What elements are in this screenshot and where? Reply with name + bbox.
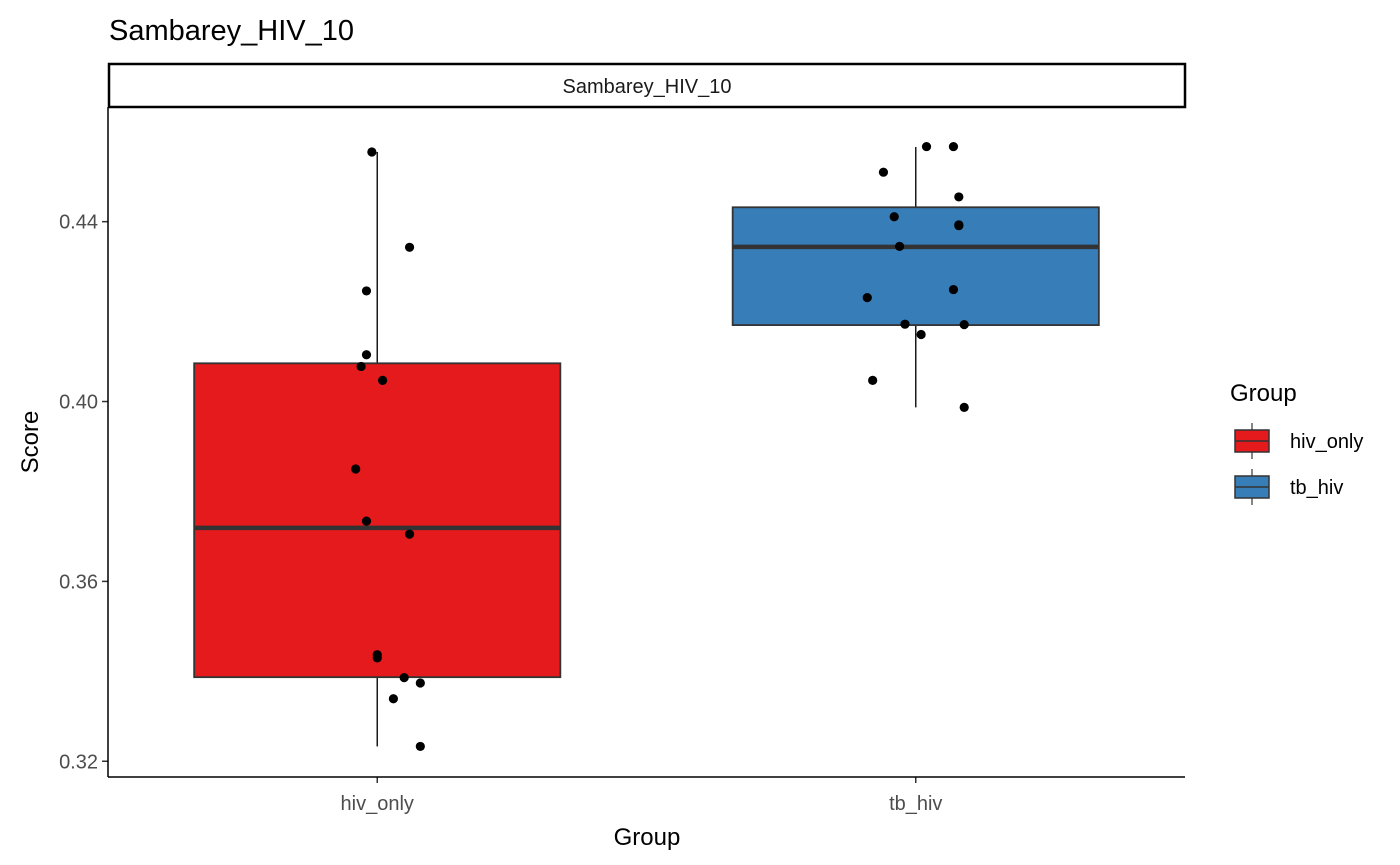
facet-strip-label: Sambarey_HIV_10 [563,76,732,98]
data-point [959,402,969,412]
y-axis-ticks: 0.32 0.36 0.40 0.44 [59,212,108,773]
data-points [351,141,969,752]
y-tick-label: 0.32 [59,751,98,773]
data-point [921,141,932,152]
legend-entry-tb_hiv: tb_hiv [1234,469,1343,505]
data-point [954,221,964,231]
facet-strip-box [107,62,1187,109]
data-point [954,192,964,202]
data-point [878,167,889,177]
data-point [948,141,959,152]
x-tick-label: hiv_only [341,793,414,815]
data-point [404,242,415,252]
data-point [361,286,372,296]
data-point [948,284,959,295]
data-point [378,375,388,385]
boxes [193,147,1100,747]
data-point [415,741,425,752]
data-point [900,319,910,329]
data-point [361,516,372,526]
facet-strip: Sambarey_HIV_10 [107,62,1187,109]
data-point [356,361,366,372]
box-hiv_only [193,151,562,747]
data-point [868,375,878,385]
data-point [862,293,872,303]
legend-title: Group [1230,380,1297,407]
data-point [399,673,409,683]
data-point [889,212,899,222]
y-tick-label: 0.44 [59,212,98,234]
data-point [415,678,425,688]
legend-entries: hiv_only tb_hiv [1234,423,1363,505]
x-axis-title: Group [614,824,681,851]
x-tick-label: tb_hiv [889,793,942,815]
data-point [367,147,377,157]
y-axis-title: Score [17,411,44,474]
y-tick-label: 0.40 [59,392,98,414]
data-point [372,653,382,663]
data-point [404,529,415,539]
legend-entry-hiv_only: hiv_only [1234,423,1363,459]
data-point [351,464,361,474]
x-axis-ticks: hiv_only tb_hiv [341,777,942,815]
data-point [894,241,905,251]
chart-title: Sambarey_HIV_10 [109,15,354,47]
legend: Group hiv_only tb_hiv [1230,380,1363,505]
box-iqr [193,362,562,679]
data-point [959,320,969,330]
y-tick-label: 0.36 [59,571,98,593]
box-iqr [731,206,1100,326]
box-tb_hiv [731,147,1100,408]
legend-label: hiv_only [1290,431,1363,453]
legend-label: tb_hiv [1290,477,1343,499]
data-point [916,329,926,340]
data-point [388,694,399,704]
data-point [361,350,372,360]
